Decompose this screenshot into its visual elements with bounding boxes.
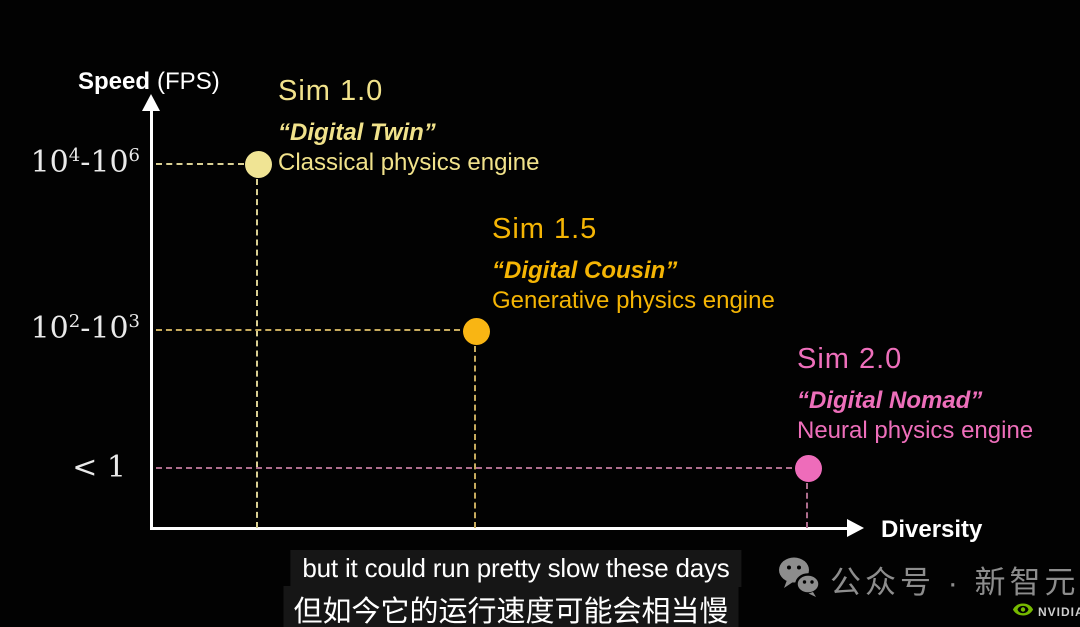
sim-1-5-title: Sim 1.5 [492,213,598,245]
guide-dash-horizontal-sim1-5 [156,329,460,331]
y-axis-arrow-icon [142,94,160,111]
sim-1-5-engine: Generative physics engine [492,287,775,314]
watermark-text: 公众号 · 新智元 [830,564,1080,600]
guide-dash-vertical-sim1 [256,179,258,528]
y-tick-10e4-10e6: 104-106 [30,145,140,180]
sim-2-0-title: Sim 2.0 [797,343,903,375]
y-axis-title-bold: Speed [78,68,151,95]
y-axis-title: Speed (FPS) [78,68,220,96]
sim-1-0-engine: Classical physics engine [278,149,540,176]
guide-dash-horizontal-sim1 [156,163,244,165]
sim-2-0-engine: Neural physics engine [797,417,1034,444]
nvidia-eye-icon [1012,602,1034,622]
sim-1-5-nickname: “Digital Cousin” [492,257,678,284]
x-axis-arrow-icon [847,519,864,537]
y-axis-line [150,110,153,529]
watermark: 公众号 · 新智元 [778,556,1080,602]
nvidia-wordmark: NVIDIA [1038,605,1080,619]
wechat-icon [778,556,821,602]
data-point-sim-1-5 [463,318,490,345]
sim-2-0-nickname: “Digital Nomad” [797,387,983,414]
nvidia-logo: NVIDIA [1012,602,1080,622]
sim-1-0-nickname: “Digital Twin” [278,119,436,146]
y-axis-title-unit: (FPS) [157,68,220,95]
data-point-sim-2-0 [795,455,822,482]
label-group-sim-2-0: Sim 2.0 “Digital Nomad” Neural physics e… [797,342,1033,444]
guide-dash-vertical-sim2 [806,483,808,528]
subtitle-english: but it could run pretty slow these days [290,550,742,587]
label-group-sim-1-0: Sim 1.0 “Digital Twin” Classical physics… [278,74,539,176]
guide-dash-vertical-sim1-5 [474,346,476,528]
label-group-sim-1-5: Sim 1.5 “Digital Cousin” Generative phys… [492,212,775,314]
data-point-sim-1-0 [245,151,272,178]
y-tick-less-than-1: < 1 [72,450,126,485]
x-axis-title: Diversity [881,516,983,543]
x-axis-line [150,527,850,530]
sim-1-0-title: Sim 1.0 [278,75,384,107]
guide-dash-horizontal-sim2 [156,467,792,469]
subtitle-chinese: 但如今它的运行速度可能会相当慢 [283,586,739,627]
y-tick-10e2-10e3: 102-103 [30,311,140,346]
